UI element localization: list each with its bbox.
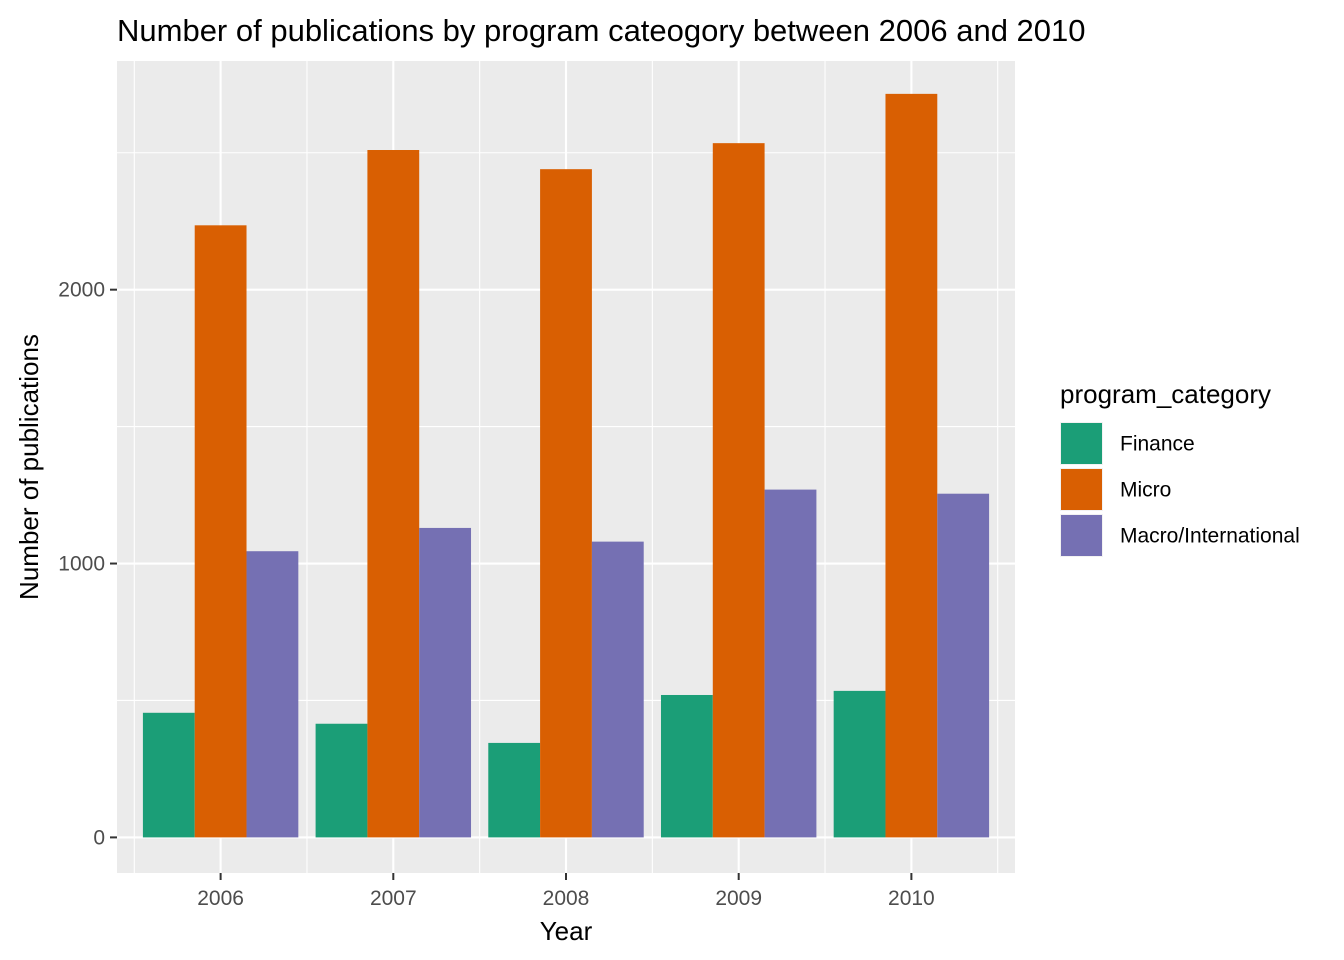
bar-finance-2008: [488, 742, 541, 838]
y-axis: 0 1000 2000: [58, 279, 117, 849]
bar-micro-2009: [712, 143, 765, 838]
x-axis-title: Year: [540, 916, 593, 946]
legend-swatch: [1061, 423, 1102, 464]
bar-finance-2010: [833, 690, 886, 838]
legend-label: Macro/International: [1120, 525, 1300, 548]
x-tick-label: 2008: [543, 887, 590, 910]
x-tick-label: 2007: [370, 887, 417, 910]
bar-micro-2007: [367, 150, 420, 838]
y-axis-title: Number of publications: [14, 334, 44, 600]
bar-macro-international-2010: [937, 493, 990, 838]
y-tick-label: 0: [93, 826, 105, 849]
bar-macro-international-2008: [591, 541, 644, 838]
legend-label: Finance: [1120, 433, 1195, 456]
x-tick-label: 2006: [197, 887, 244, 910]
legend-items: Finance Micro Macro/International: [1060, 422, 1300, 557]
x-tick-label: 2009: [715, 887, 762, 910]
bar-macro-international-2007: [419, 527, 472, 838]
bar-finance-2007: [315, 723, 368, 838]
legend-label: Micro: [1120, 479, 1171, 502]
legend: program_category Finance Micro Macro/Inter…: [1060, 379, 1300, 557]
legend-swatch: [1061, 515, 1102, 556]
bar-finance-2009: [660, 694, 713, 838]
chart-title: Number of publications by program cateog…: [117, 13, 1086, 48]
bar-finance-2006: [142, 712, 195, 838]
bar-macro-international-2009: [764, 489, 817, 838]
x-axis: 2006 2007 2008 2009 2010: [197, 873, 935, 910]
y-tick-label: 2000: [58, 279, 105, 302]
bar-micro-2006: [194, 225, 247, 838]
bar-micro-2010: [885, 93, 938, 838]
legend-swatch: [1061, 469, 1102, 510]
bars: [142, 93, 990, 838]
bar-macro-international-2006: [246, 551, 299, 838]
y-tick-label: 1000: [58, 553, 105, 576]
legend-title: program_category: [1060, 379, 1271, 409]
x-tick-label: 2010: [888, 887, 935, 910]
bar-micro-2008: [540, 169, 592, 838]
